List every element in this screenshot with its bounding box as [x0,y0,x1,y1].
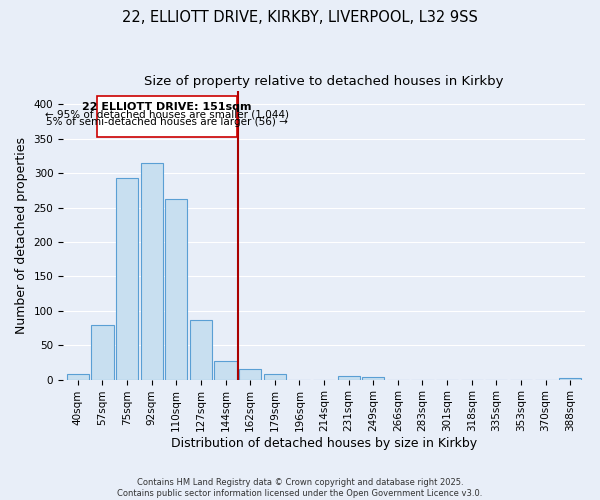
Bar [338,376,360,380]
Bar [165,200,187,380]
Y-axis label: Number of detached properties: Number of detached properties [15,136,28,334]
Text: Contains HM Land Registry data © Crown copyright and database right 2025.
Contai: Contains HM Land Registry data © Crown c… [118,478,482,498]
Text: ← 95% of detached houses are smaller (1,044): ← 95% of detached houses are smaller (1,… [45,109,289,119]
Title: Size of property relative to detached houses in Kirkby: Size of property relative to detached ho… [144,75,504,88]
Bar [362,377,385,380]
FancyBboxPatch shape [97,96,236,138]
Bar [559,378,581,380]
Bar [214,361,236,380]
Bar [263,374,286,380]
Bar [91,325,113,380]
Text: 22, ELLIOTT DRIVE, KIRKBY, LIVERPOOL, L32 9SS: 22, ELLIOTT DRIVE, KIRKBY, LIVERPOOL, L3… [122,10,478,25]
Bar [67,374,89,380]
X-axis label: Distribution of detached houses by size in Kirkby: Distribution of detached houses by size … [171,437,477,450]
Bar [239,368,261,380]
Bar [190,320,212,380]
Text: 5% of semi-detached houses are larger (56) →: 5% of semi-detached houses are larger (5… [46,116,288,126]
Bar [140,163,163,380]
Bar [116,178,138,380]
Text: 22 ELLIOTT DRIVE: 151sqm: 22 ELLIOTT DRIVE: 151sqm [82,102,252,113]
